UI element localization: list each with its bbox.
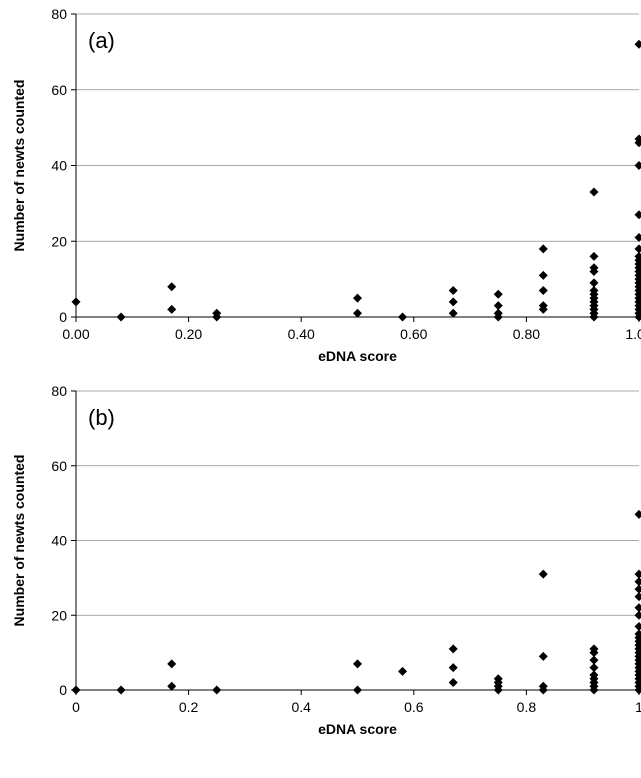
- data-point: [116, 685, 126, 695]
- data-point: [167, 659, 177, 669]
- y-tick-label: 60: [51, 82, 67, 98]
- y-tick-label: 40: [51, 158, 67, 174]
- data-point: [589, 278, 599, 288]
- x-tick-label: 0.4: [291, 699, 311, 715]
- data-point: [634, 584, 641, 594]
- data-point: [448, 644, 458, 654]
- data-point: [538, 304, 548, 314]
- data-point: [167, 681, 177, 691]
- data-point: [634, 592, 641, 602]
- x-tick-label: 0.8: [517, 699, 537, 715]
- data-point: [589, 312, 599, 322]
- data-point: [71, 685, 81, 695]
- y-tick-label: 0: [59, 682, 67, 698]
- data-point: [589, 648, 599, 658]
- data-point: [353, 659, 362, 669]
- data-point: [634, 312, 641, 322]
- data-point: [634, 39, 641, 49]
- y-tick-label: 0: [59, 309, 67, 325]
- data-point: [538, 685, 548, 695]
- data-point: [212, 685, 222, 695]
- data-point: [448, 297, 458, 307]
- data-point: [398, 666, 408, 676]
- data-point: [448, 285, 458, 295]
- x-tick-label: 0.00: [62, 326, 89, 342]
- data-point: [589, 187, 599, 197]
- data-point: [634, 577, 641, 587]
- data-point: [493, 685, 503, 695]
- data-point: [589, 655, 599, 665]
- panel-label: (a): [88, 28, 115, 53]
- data-point: [448, 308, 458, 318]
- data-point: [634, 138, 641, 148]
- panel-label: (b): [88, 405, 115, 430]
- x-tick-label: 0.20: [175, 326, 202, 342]
- data-point: [398, 312, 408, 322]
- x-tick-label: 0.6: [404, 699, 424, 715]
- data-point: [538, 270, 548, 280]
- data-point: [634, 232, 641, 242]
- data-point: [353, 685, 362, 695]
- data-point: [634, 161, 641, 170]
- data-point: [634, 603, 641, 613]
- data-point: [353, 293, 362, 303]
- y-tick-label: 20: [51, 607, 67, 623]
- x-tick-label: 0.80: [513, 326, 540, 342]
- data-point: [448, 678, 458, 688]
- y-axis-title: Number of newts counted: [11, 455, 27, 627]
- data-point: [634, 685, 641, 695]
- x-tick-label: 0: [72, 699, 80, 715]
- data-point: [538, 285, 548, 295]
- data-point: [212, 312, 222, 322]
- data-point: [493, 289, 503, 299]
- data-point: [589, 663, 599, 673]
- data-point: [589, 251, 599, 261]
- x-tick-label: 0.2: [179, 699, 199, 715]
- chart-panel-b: 0 20 40 60 80 0 0.2 0.4 0.6 0.8 1 eDNA score Number …: [11, 383, 641, 737]
- data-point: [634, 569, 641, 579]
- data-point: [116, 312, 126, 322]
- x-tick-label: 1: [635, 699, 641, 715]
- data-point: [634, 509, 641, 519]
- data-point: [167, 304, 177, 314]
- data-point: [167, 282, 177, 292]
- data-point: [634, 210, 641, 220]
- data-point: [634, 621, 641, 631]
- data-point: [493, 312, 503, 322]
- data-point: [589, 267, 599, 277]
- x-tick-label: 0.40: [288, 326, 315, 342]
- data-point: [71, 297, 81, 307]
- x-axis-title: eDNA score: [318, 721, 397, 737]
- y-tick-label: 80: [51, 6, 67, 22]
- y-tick-label: 20: [51, 233, 67, 249]
- x-tick-label: 0.60: [400, 326, 427, 342]
- x-tick-label: 1.00: [625, 326, 641, 342]
- data-point: [353, 308, 362, 318]
- data-point: [538, 651, 548, 661]
- data-point: [538, 244, 548, 254]
- data-point: [448, 663, 458, 673]
- data-point: [634, 244, 641, 254]
- data-point: [493, 301, 503, 311]
- chart-panel-a: 0 20 40 60 80 0.00 0.20 0.40 0.60 0.80 1.00 eDNA sc…: [11, 6, 641, 364]
- y-axis-title: Number of newts counted: [11, 80, 27, 252]
- x-axis-title: eDNA score: [318, 348, 397, 364]
- y-tick-label: 40: [51, 533, 67, 549]
- data-point: [589, 685, 599, 695]
- y-tick-label: 80: [51, 383, 67, 399]
- data-point: [634, 610, 641, 620]
- data-point: [538, 569, 548, 579]
- y-tick-label: 60: [51, 458, 67, 474]
